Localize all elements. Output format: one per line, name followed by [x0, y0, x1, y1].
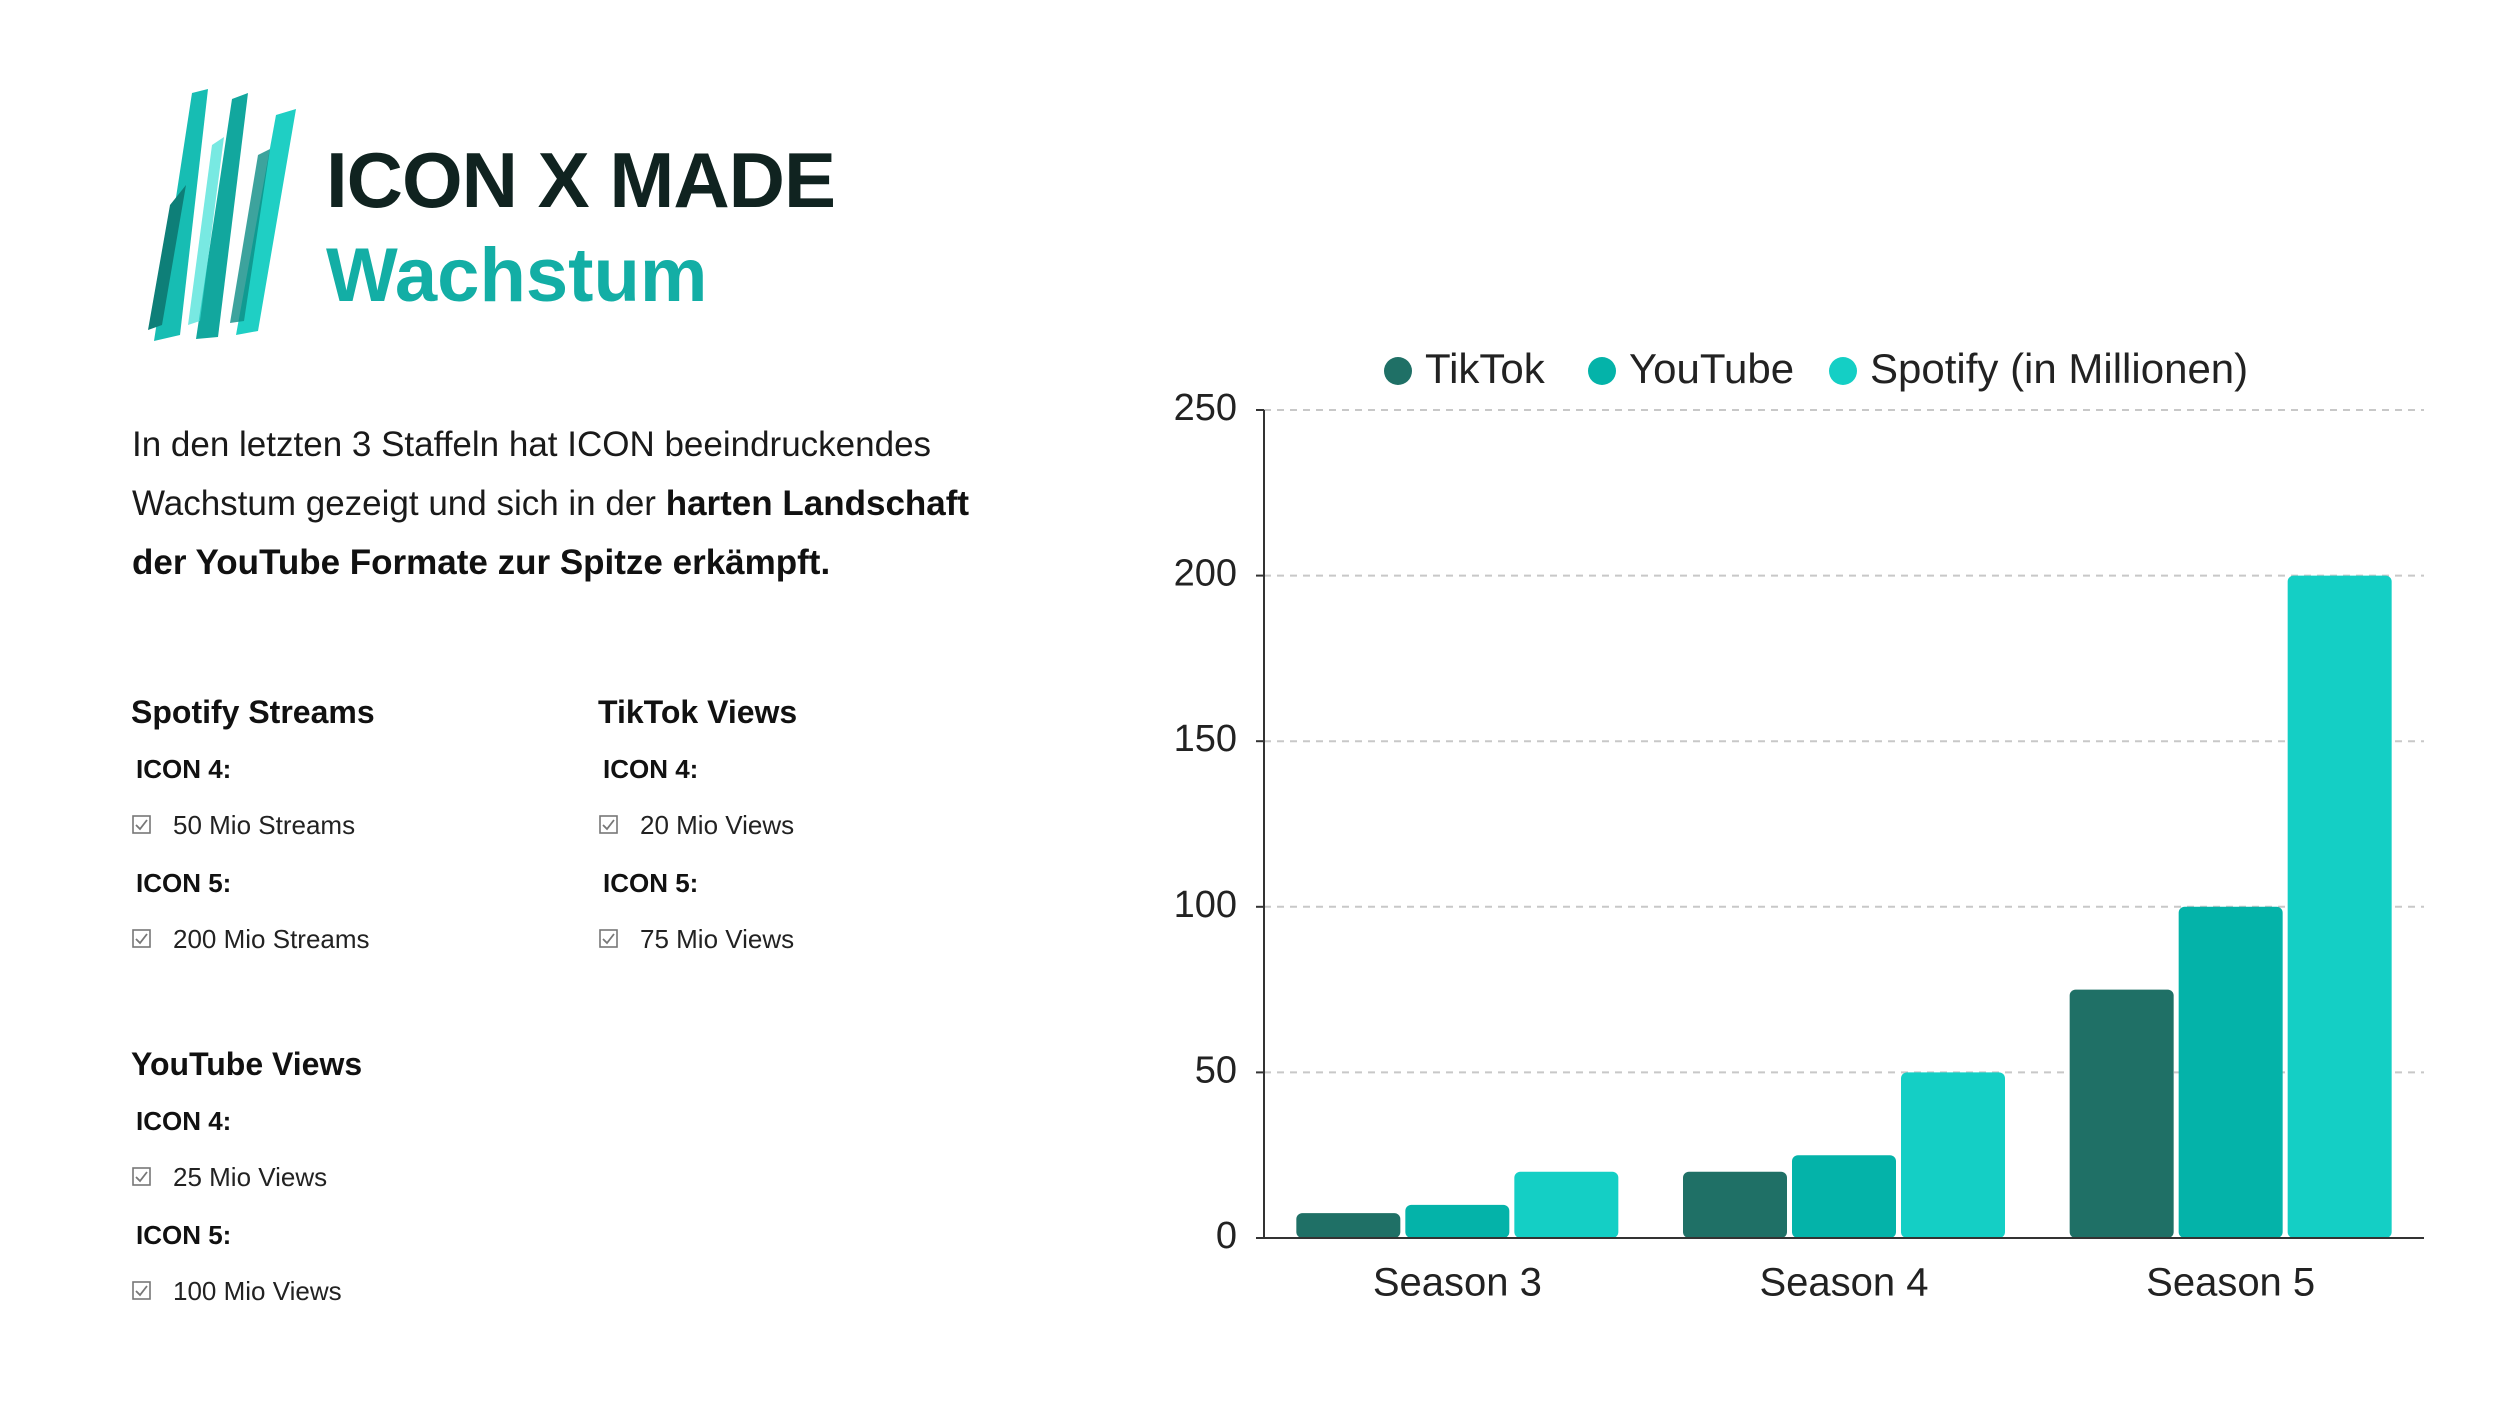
checkbox: [131, 1280, 153, 1307]
y-tick-label: 50: [1195, 1049, 1237, 1091]
intro-bold: harten Landschaft der YouTube Formate zu…: [132, 484, 970, 582]
x-tick-label: Season 5: [2146, 1261, 2315, 1305]
stat-label: ICON 4:: [136, 1106, 232, 1136]
stat-item: 25 Mio Views: [173, 1162, 328, 1192]
checkbox: [131, 1166, 153, 1193]
bar: [1514, 1171, 1619, 1238]
y-tick-label: 150: [1174, 718, 1237, 760]
intro-text: In den letzten 3 Staffeln hat ICON beein…: [132, 425, 932, 523]
stat-title: YouTube Views: [131, 1046, 363, 1082]
stat-item: 20 Mio Views: [640, 810, 795, 840]
checkbox-icon: [599, 815, 618, 834]
y-tick-label: 0: [1216, 1215, 1237, 1257]
legend-label: Spotify (in Millionen): [1870, 345, 2248, 392]
legend-marker: [1829, 357, 1857, 385]
logo: [148, 89, 296, 341]
stat-label: ICON 5:: [603, 868, 699, 898]
title: ICON X MADE: [326, 136, 836, 224]
checkbox: [598, 928, 620, 955]
checkbox: [131, 928, 153, 955]
stat-label: ICON 5:: [136, 868, 232, 898]
bar: [1296, 1213, 1401, 1238]
legend-marker: [1588, 357, 1616, 385]
intro: In den letzten 3 Staffeln hat ICON beein…: [132, 415, 1032, 592]
bar: [1901, 1072, 2005, 1238]
checkbox: [598, 814, 620, 841]
x-tick-label: Season 3: [1373, 1261, 1542, 1305]
bar: [2069, 989, 2174, 1238]
bar: [1405, 1204, 1510, 1238]
checkbox-icon: [599, 929, 618, 948]
checkbox-icon: [132, 815, 151, 834]
checkbox-icon: [132, 929, 151, 948]
subtitle: Wachstum: [326, 233, 708, 318]
stat-label: ICON 4:: [136, 754, 232, 784]
stat-item: 75 Mio Views: [640, 924, 795, 954]
stat-item: 50 Mio Streams: [173, 810, 356, 840]
legend-label: TikTok: [1425, 345, 1546, 392]
stat-item: 200 Mio Streams: [173, 924, 370, 954]
stat-title: Spotify Streams: [131, 694, 375, 730]
x-tick-label: Season 4: [1759, 1261, 1928, 1305]
y-tick-label: 100: [1174, 884, 1237, 926]
legend-marker: [1384, 357, 1412, 385]
stat-title: TikTok Views: [598, 694, 798, 730]
bar: [2178, 906, 2283, 1238]
checkbox: [131, 814, 153, 841]
y-tick-label: 200: [1174, 553, 1237, 595]
bar: [1683, 1171, 1787, 1238]
legend-label: YouTube: [1629, 345, 1794, 392]
stat-label: ICON 4:: [603, 754, 699, 784]
checkbox-icon: [132, 1167, 151, 1186]
stat-item: 100 Mio Views: [173, 1276, 342, 1306]
stat-label: ICON 5:: [136, 1220, 232, 1250]
bar: [2287, 575, 2392, 1238]
y-tick-label: 250: [1174, 387, 1237, 429]
bar: [1792, 1155, 1896, 1238]
checkbox-icon: [132, 1281, 151, 1300]
